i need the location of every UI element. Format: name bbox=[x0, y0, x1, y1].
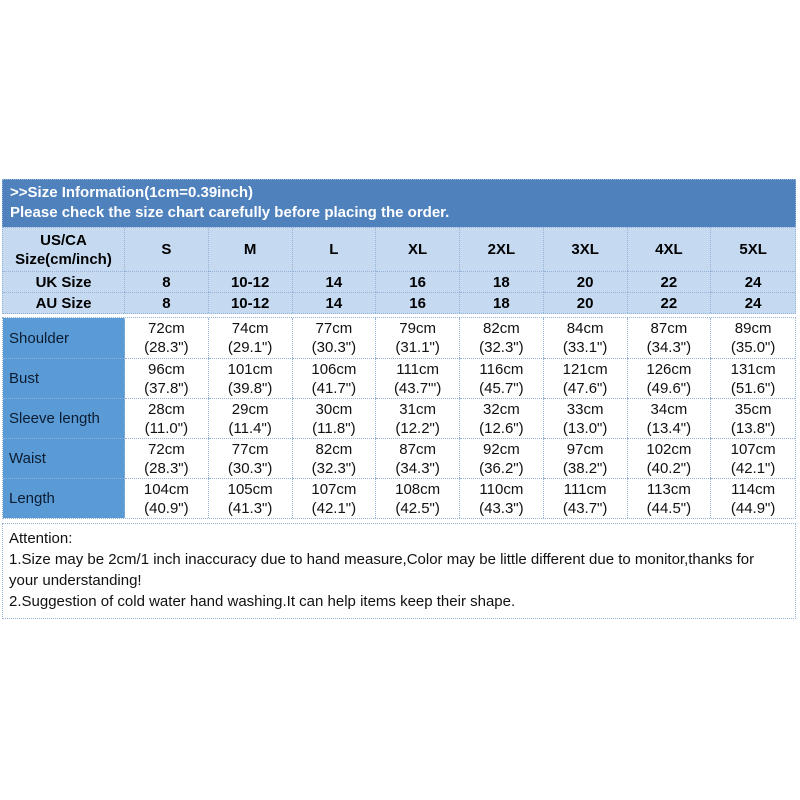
measurement-cell: 35cm (13.8") bbox=[711, 398, 795, 438]
measurement-cell: 32cm (12.6") bbox=[460, 398, 544, 438]
measurement-cell: 87cm (34.3") bbox=[376, 438, 460, 478]
measurement-row: Shoulder 72cm (28.3") 74cm (29.1") 77cm (30… bbox=[3, 318, 795, 358]
banner: >>Size Information(1cm=0.39inch) Please … bbox=[2, 179, 796, 227]
corner-header-cell: US/CA Size(cm/inch) bbox=[3, 228, 125, 271]
measurement-cell: 104cm (40.9") bbox=[125, 478, 209, 518]
measurement-cell: 29cm (11.4") bbox=[208, 398, 293, 438]
uk-size-cell: 20 bbox=[543, 271, 628, 292]
measurement-label: Bust bbox=[3, 358, 125, 398]
measurement-row: Waist 72cm (28.3") 77cm (30.3") 82cm (32.3"… bbox=[3, 438, 795, 478]
measurement-label: Length bbox=[3, 478, 125, 518]
au-size-label: AU Size bbox=[3, 292, 125, 313]
size-header-cell: M bbox=[209, 228, 293, 271]
measurement-cell: 33cm (13.0") bbox=[543, 398, 628, 438]
au-size-cell: 14 bbox=[292, 292, 377, 313]
measurement-cell: 74cm (29.1") bbox=[208, 318, 293, 358]
measurement-cell: 77cm (30.3") bbox=[208, 438, 293, 478]
measurement-cell: 96cm (37.8") bbox=[125, 358, 209, 398]
measurement-row: Bust 96cm (37.8") 101cm (39.8") 106cm (41.7… bbox=[3, 358, 795, 398]
attention-box: Attention: 1.Size may be 2cm/1 inch inac… bbox=[2, 523, 796, 619]
au-size-cell: 22 bbox=[627, 292, 712, 313]
uk-size-row: UK Size 8 10-12 14 16 18 20 22 24 bbox=[3, 271, 795, 292]
attention-note-2: 2.Suggestion of cold water hand washing.… bbox=[9, 593, 516, 610]
measurement-cell: 87cm (34.3") bbox=[627, 318, 712, 358]
au-size-cell: 8 bbox=[125, 292, 209, 313]
uk-size-cell: 8 bbox=[125, 271, 209, 292]
measurement-cell: 30cm (11.8") bbox=[292, 398, 377, 438]
measurement-cell: 113cm (44.5") bbox=[627, 478, 712, 518]
uk-size-label: UK Size bbox=[3, 271, 125, 292]
uk-size-cell: 14 bbox=[292, 271, 377, 292]
measurement-cell: 121cm (47.6") bbox=[543, 358, 628, 398]
measurement-cell: 72cm (28.3") bbox=[125, 318, 209, 358]
measurement-cell: 77cm (30.3") bbox=[292, 318, 377, 358]
uk-size-cell: 24 bbox=[711, 271, 795, 292]
size-header-cell: 5XL bbox=[739, 241, 767, 258]
uk-size-cell: 10-12 bbox=[208, 271, 293, 292]
measurement-cell: 116cm (45.7") bbox=[460, 358, 544, 398]
measurement-cell: 131cm (51.6") bbox=[711, 358, 795, 398]
measurement-cell: 82cm (32.3") bbox=[460, 318, 544, 358]
measurement-cell: 79cm (31.1") bbox=[376, 318, 460, 358]
au-size-cell: 16 bbox=[376, 292, 460, 313]
measurement-cell: 72cm (28.3") bbox=[125, 438, 209, 478]
measurement-cell: 28cm (11.0") bbox=[125, 398, 209, 438]
measurement-cell: 84cm (33.1") bbox=[543, 318, 628, 358]
measurement-cell: 82cm (32.3") bbox=[292, 438, 377, 478]
measurement-cell: 101cm (39.8") bbox=[208, 358, 293, 398]
au-size-cell: 10-12 bbox=[208, 292, 293, 313]
measurement-cell: 31cm (12.2") bbox=[376, 398, 460, 438]
measurement-cell: 114cm (44.9") bbox=[711, 478, 795, 518]
measurement-cell: 111cm (43.7"') bbox=[376, 358, 460, 398]
measurement-cell: 111cm (43.7") bbox=[543, 478, 628, 518]
size-header-cell: 3XL bbox=[544, 228, 628, 271]
attention-note-1: 1.Size may be 2cm/1 inch inaccuracy due … bbox=[9, 551, 755, 589]
uk-size-cell: 22 bbox=[627, 271, 712, 292]
measurement-cell: 89cm (35.0") bbox=[711, 318, 795, 358]
measurement-cell: 92cm (36.2") bbox=[460, 438, 544, 478]
measurement-cell: 126cm (49.6") bbox=[627, 358, 712, 398]
size-header-cell: S bbox=[125, 228, 209, 271]
size-header-cell: 2XL bbox=[460, 228, 544, 271]
banner-subtitle: Please check the size chart carefully be… bbox=[10, 204, 450, 221]
size-chart: >>Size Information(1cm=0.39inch) Please … bbox=[2, 179, 796, 619]
measurement-cell: 107cm (42.1") bbox=[711, 438, 795, 478]
measurement-label: Sleeve length bbox=[3, 398, 125, 438]
measurement-label: Waist bbox=[3, 438, 125, 478]
measurement-table: Shoulder 72cm (28.3") 74cm (29.1") 77cm (30… bbox=[2, 317, 796, 519]
uk-size-cell: 18 bbox=[460, 271, 544, 292]
size-header-cell: 4XL bbox=[628, 228, 712, 271]
size-header-row: US/CA Size(cm/inch) S M L XL 2XL 3XL 4XL 5XL bbox=[3, 228, 795, 271]
banner-title: >>Size Information(1cm=0.39inch) bbox=[10, 184, 253, 201]
attention-title: Attention: bbox=[9, 530, 73, 547]
size-header-cell: XL bbox=[376, 228, 460, 271]
au-size-cell: 18 bbox=[460, 292, 544, 313]
measurement-row: Sleeve length 28cm (11.0") 29cm (11.4") 30c… bbox=[3, 398, 795, 438]
au-size-cell: 24 bbox=[711, 292, 795, 313]
size-header-cell: L bbox=[293, 228, 377, 271]
au-size-row: AU Size 8 10-12 14 16 18 20 22 24 bbox=[3, 292, 795, 313]
measurement-cell: 34cm (13.4") bbox=[627, 398, 712, 438]
uk-size-cell: 16 bbox=[376, 271, 460, 292]
measurement-cell: 110cm (43.3") bbox=[460, 478, 544, 518]
measurement-cell: 108cm (42.5") bbox=[376, 478, 460, 518]
measurement-cell: 97cm (38.2") bbox=[543, 438, 628, 478]
measurement-label: Shoulder bbox=[3, 318, 125, 358]
measurement-cell: 105cm (41.3") bbox=[208, 478, 293, 518]
au-size-cell: 20 bbox=[543, 292, 628, 313]
measurement-cell: 106cm (41.7") bbox=[292, 358, 377, 398]
size-header-block: US/CA Size(cm/inch) S M L XL 2XL 3XL 4XL 5XL UK … bbox=[2, 227, 796, 314]
measurement-row: Length 104cm (40.9") 105cm (41.3") 107cm (4… bbox=[3, 478, 795, 518]
measurement-cell: 107cm (42.1") bbox=[292, 478, 377, 518]
measurement-cell: 102cm (40.2") bbox=[627, 438, 712, 478]
